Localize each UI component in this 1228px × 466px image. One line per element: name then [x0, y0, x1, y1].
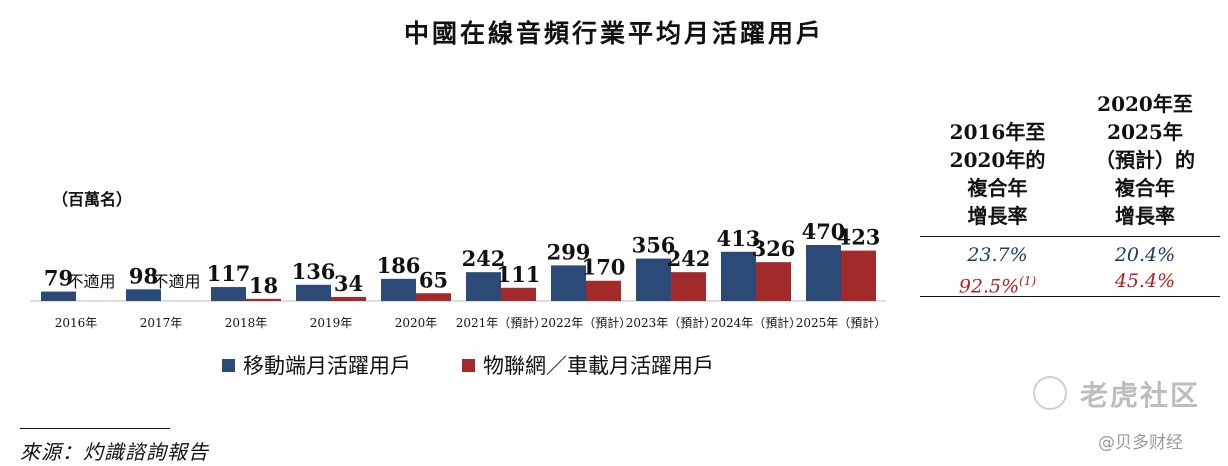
cagr-iot-2016-2020: 92.5%(1) [925, 269, 1070, 298]
bar-iot [416, 293, 451, 301]
cagr-value: 20.4% [1114, 244, 1176, 266]
x-tick-label: 2017年 [140, 316, 183, 330]
cagr-header-line: 2016年至 [949, 120, 1046, 144]
bar-iot [756, 262, 791, 301]
x-tick-label: 2022年（預計） [541, 315, 632, 330]
cagr-value: 92.5% [958, 275, 1020, 298]
legend-swatch-series2 [462, 358, 475, 372]
x-tick-labels-layer: 2016年 2017年 2018年 2019年 2020年 2021年（預計）2022年（… [55, 315, 887, 330]
value-label-iot: 65 [419, 267, 448, 292]
cagr-value: 23.7% [967, 244, 1028, 266]
bar-mobile [806, 245, 841, 301]
cagr-header-line: 增長率 [967, 204, 1028, 228]
source-note: 來源：灼識諮詢報告 [20, 440, 209, 464]
legend-label-series1: 移動端月活躍用戶 [243, 354, 411, 378]
legend-swatch-series1 [222, 358, 235, 372]
cagr-header-2020-2025: 2020年至 2025年 （預計）的 複合年 增長率 [1070, 90, 1220, 230]
footnote-marker: (1) [1019, 274, 1037, 288]
value-label-iot: 18 [249, 273, 278, 298]
x-tick-label: 2018年 [225, 316, 268, 330]
cagr-header-2016-2020: 2016年至 2020年的 複合年 增長率 [925, 118, 1070, 230]
watermark-brand: 老虎社区 [1080, 379, 1201, 412]
value-label-iot: 170 [582, 255, 626, 280]
x-tick-label: 2025年（預計） [796, 315, 887, 330]
value-label-mobile: 117 [207, 261, 251, 286]
value-label-mobile: 413 [717, 226, 761, 251]
bar-iot [586, 280, 621, 301]
legend-series2: 物聯網／車載月活躍用戶 [462, 350, 714, 380]
value-label-mobile: 186 [377, 253, 421, 278]
cagr-mobile-2020-2025: 20.4% [1070, 243, 1220, 267]
table-bottom-rule [920, 296, 1220, 297]
value-label-iot: 242 [667, 246, 711, 271]
value-label-iot: 423 [837, 225, 881, 250]
value-label-iot: 326 [752, 236, 796, 261]
x-tick-label: 2016年 [55, 316, 98, 330]
value-label-iot-na: 不適用 [67, 272, 115, 291]
bar-mobile [211, 287, 246, 301]
bar-mobile [466, 272, 501, 301]
bar-iot [246, 298, 281, 301]
bar-mobile [636, 258, 671, 301]
table-top-rule [920, 236, 1220, 237]
value-label-mobile: 299 [547, 239, 591, 264]
cagr-header-line: （預計）的 [1095, 148, 1195, 172]
bar-mobile [126, 289, 161, 301]
bar-iot [331, 296, 366, 301]
value-label-mobile: 136 [292, 259, 336, 284]
unit-label: （百萬名） [52, 190, 133, 209]
cagr-value: 45.4% [1114, 270, 1176, 292]
bar-iot [501, 287, 536, 301]
cagr-header-line: 複合年 [1115, 176, 1175, 200]
bar-mobile [381, 278, 416, 301]
watermark-logo [1033, 376, 1067, 410]
value-label-mobile: 470 [802, 219, 846, 244]
bar-mobile [41, 291, 76, 301]
cagr-mobile-2016-2020: 23.7% [925, 243, 1070, 267]
legend-series1: 移動端月活躍用戶 [222, 350, 411, 380]
cagr-header-line: 2025年 [1107, 120, 1183, 144]
value-label-mobile: 356 [632, 233, 676, 258]
value-label-iot: 111 [497, 262, 541, 287]
value-label-mobile: 79 [44, 266, 73, 291]
bar-mobile [296, 284, 331, 301]
cagr-header-line: 2020年的 [949, 148, 1046, 172]
x-tick-label: 2020年 [395, 316, 438, 330]
cagr-header-line: 複合年 [967, 176, 1028, 200]
x-tick-label: 2023年（預計） [626, 315, 717, 330]
cagr-header-line: 增長率 [1115, 204, 1175, 228]
legend-label-series2: 物聯網／車載月活躍用戶 [483, 354, 714, 378]
bar-iot [841, 250, 876, 301]
cagr-header-line: 2020年至 [1097, 92, 1193, 116]
value-label-iot: 34 [334, 271, 363, 296]
bars-layer [41, 245, 876, 301]
bar-iot [671, 272, 706, 301]
bar-mobile [721, 251, 756, 301]
source-rule [20, 428, 170, 429]
x-tick-label: 2024年（預計） [711, 315, 802, 330]
x-tick-label: 2021年（預計） [456, 315, 547, 330]
value-label-mobile: 98 [129, 263, 158, 288]
cagr-iot-2020-2025: 45.4% [1070, 269, 1220, 293]
bar-mobile [551, 265, 586, 301]
chart-title: 中國在線音頻行業平均月活躍用戶 [403, 19, 824, 48]
watermark-credit: @贝多财经 [1098, 433, 1183, 453]
x-tick-label: 2019年 [310, 316, 353, 330]
value-label-iot-na: 不適用 [152, 272, 200, 291]
value-label-mobile: 242 [462, 246, 506, 271]
